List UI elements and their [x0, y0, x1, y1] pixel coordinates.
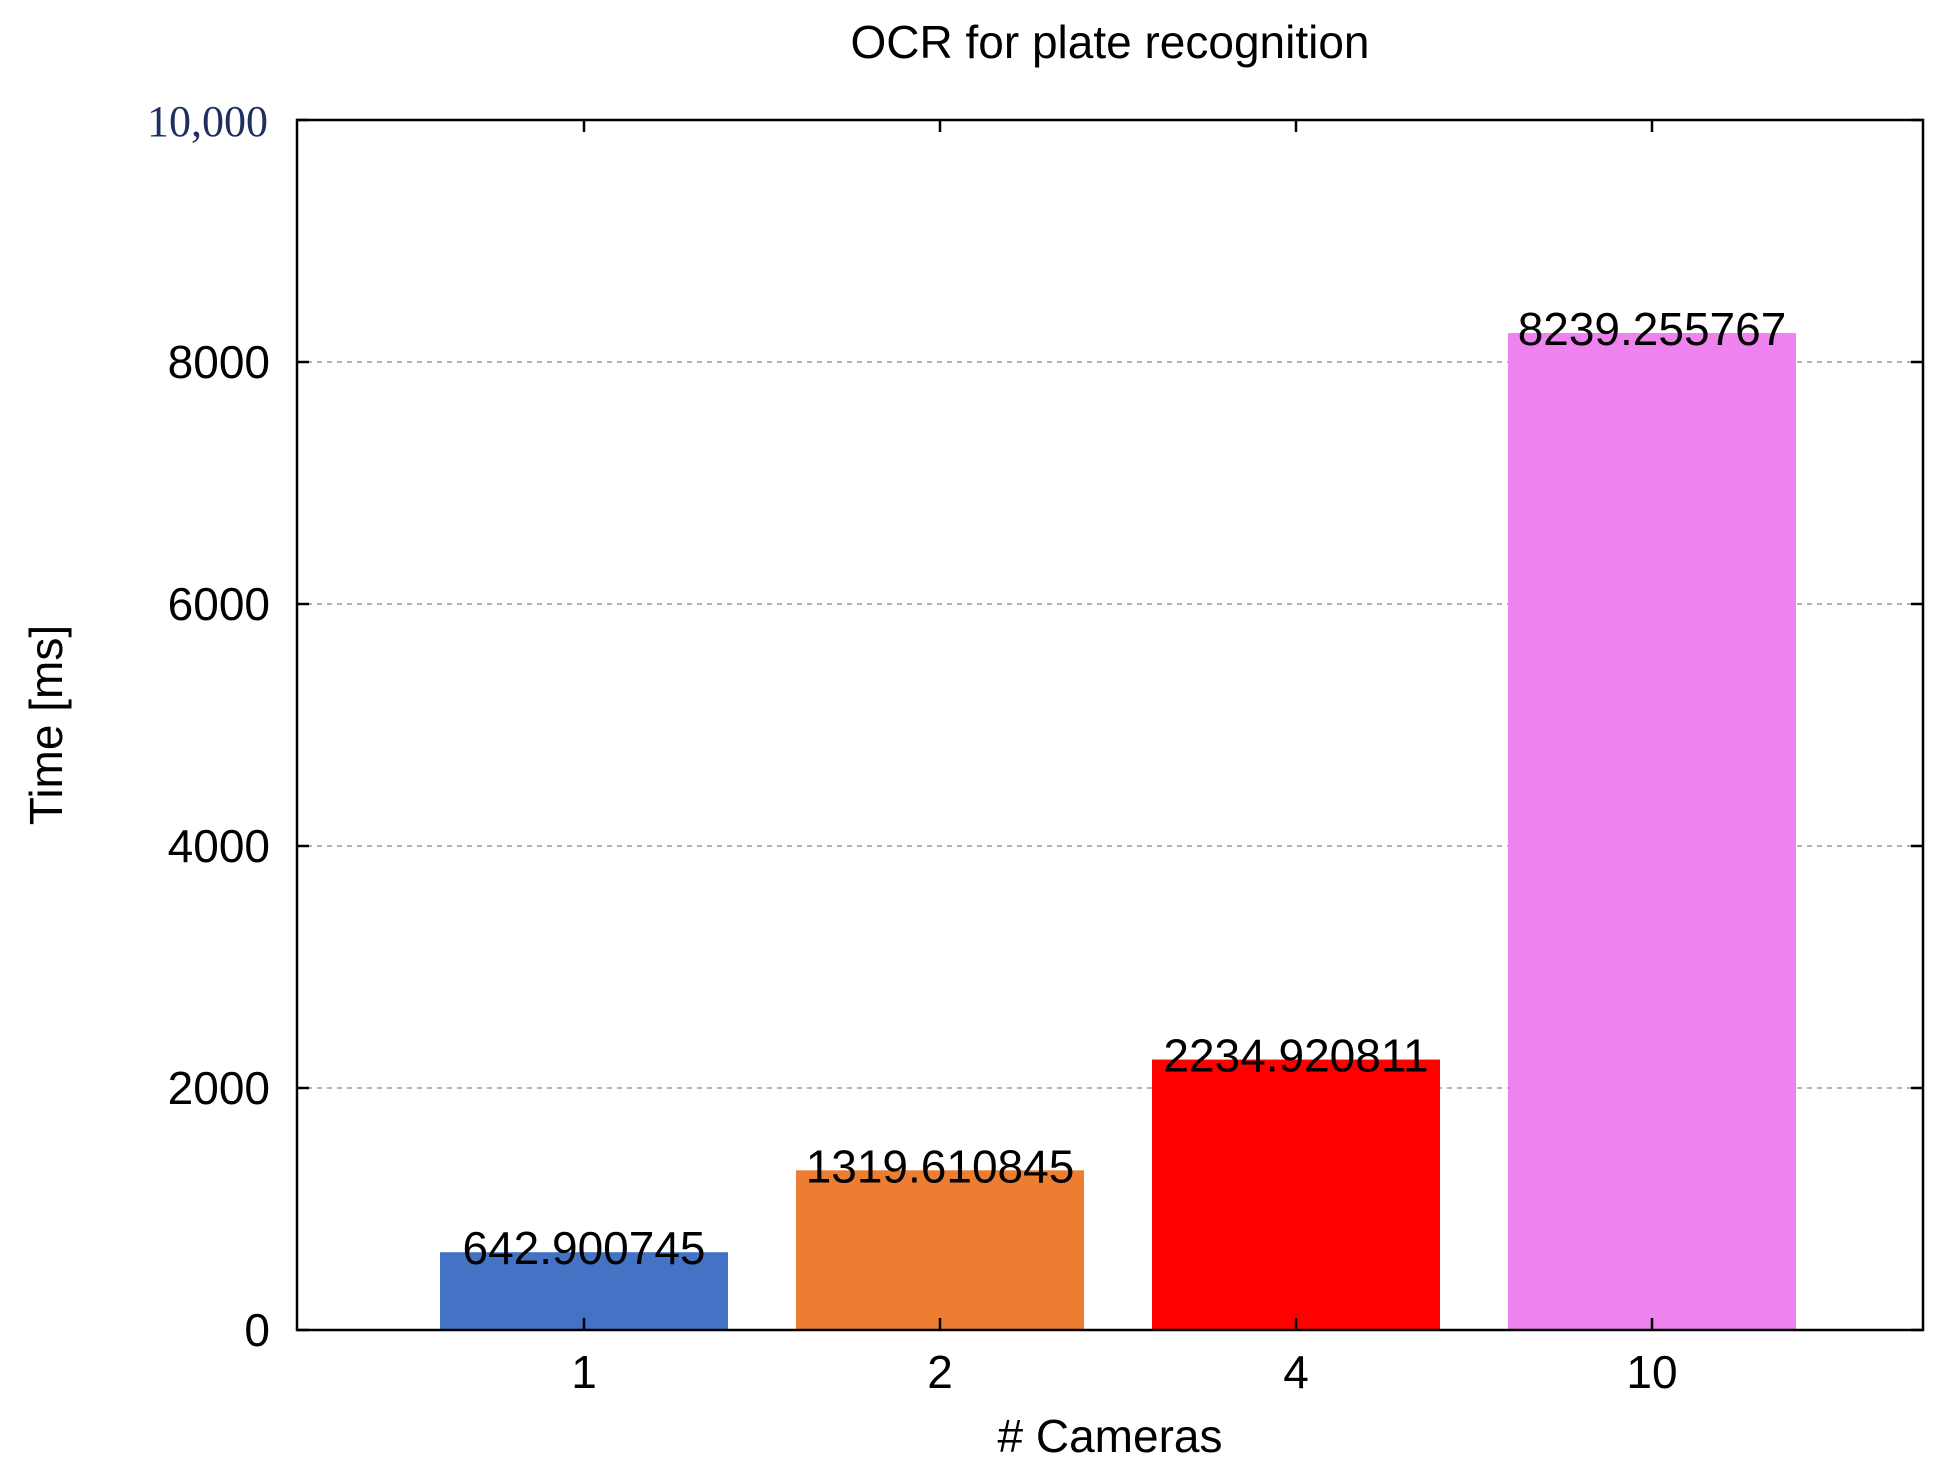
y-tick-label: 6000	[168, 578, 270, 630]
bar-2	[796, 1170, 1084, 1330]
y-tick-label: 0	[244, 1304, 270, 1356]
x-tick-label: 1	[571, 1346, 597, 1398]
bar-1	[440, 1252, 728, 1330]
x-axis-label: # Cameras	[998, 1410, 1223, 1462]
y-tick-label: 8000	[168, 336, 270, 388]
bar-4	[1152, 1059, 1440, 1330]
plot-area-frame	[295, 118, 1925, 1332]
bars	[440, 333, 1796, 1330]
y-tick-label: 10,000	[147, 97, 268, 146]
x-axis-ticks: 1 2 4 10	[571, 120, 1678, 1398]
bar-value-label: 8239.255767	[1518, 303, 1787, 355]
y-tick-label: 2000	[168, 1062, 270, 1114]
y-axis-ticks: 0 2000 4000 6000 8000 10,000	[147, 97, 1923, 1356]
bar-value-label: 1319.610845	[806, 1140, 1075, 1192]
y-axis-label: Time [ms]	[20, 625, 72, 825]
bar-10	[1508, 333, 1796, 1330]
bar-value-label: 2234.920811	[1163, 1030, 1428, 1082]
y-tick-label: 4000	[168, 820, 270, 872]
x-tick-label: 2	[927, 1346, 953, 1398]
x-tick-label: 4	[1283, 1346, 1309, 1398]
bar-data-labels: 642.900745 1319.610845 2234.920811 8239.255…	[462, 303, 1786, 1274]
chart-title: OCR for plate recognition	[850, 16, 1369, 68]
bar-value-label: 642.900745	[462, 1222, 705, 1274]
x-tick-label: 10	[1626, 1346, 1677, 1398]
